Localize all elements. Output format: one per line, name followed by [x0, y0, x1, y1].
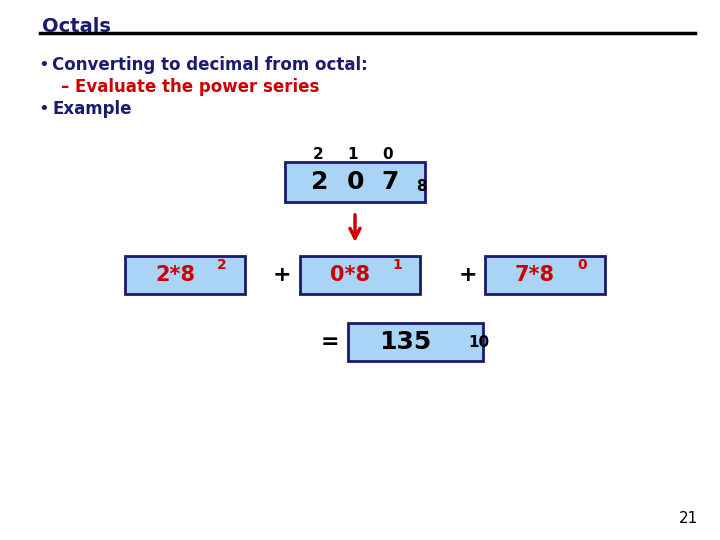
Text: Example: Example: [52, 100, 132, 118]
Text: 2: 2: [312, 147, 323, 162]
Text: =: =: [320, 332, 339, 352]
Text: 2: 2: [311, 170, 329, 194]
FancyBboxPatch shape: [285, 162, 425, 202]
FancyBboxPatch shape: [300, 256, 420, 294]
Text: 7: 7: [382, 170, 399, 194]
Text: Octals: Octals: [42, 17, 111, 36]
FancyBboxPatch shape: [125, 256, 245, 294]
FancyBboxPatch shape: [348, 323, 482, 361]
FancyBboxPatch shape: [485, 256, 605, 294]
Text: 0: 0: [346, 170, 364, 194]
Text: 0: 0: [383, 147, 393, 162]
Text: 0: 0: [577, 258, 587, 272]
Text: Evaluate the power series: Evaluate the power series: [75, 78, 320, 96]
Text: 7*8: 7*8: [515, 265, 555, 285]
Text: 10: 10: [468, 335, 489, 350]
Text: 8: 8: [416, 179, 427, 194]
Text: •: •: [38, 100, 49, 118]
Text: 135: 135: [379, 330, 431, 354]
Text: +: +: [459, 265, 477, 285]
Text: 2*8: 2*8: [155, 265, 195, 285]
Text: 0*8: 0*8: [330, 265, 370, 285]
Text: +: +: [273, 265, 292, 285]
Text: 1: 1: [348, 147, 359, 162]
Text: 1: 1: [392, 258, 402, 272]
Text: •: •: [38, 56, 49, 74]
Text: Converting to decimal from octal:: Converting to decimal from octal:: [52, 56, 368, 74]
Text: 2: 2: [217, 258, 227, 272]
Text: –: –: [60, 78, 68, 96]
Text: 21: 21: [679, 511, 698, 526]
